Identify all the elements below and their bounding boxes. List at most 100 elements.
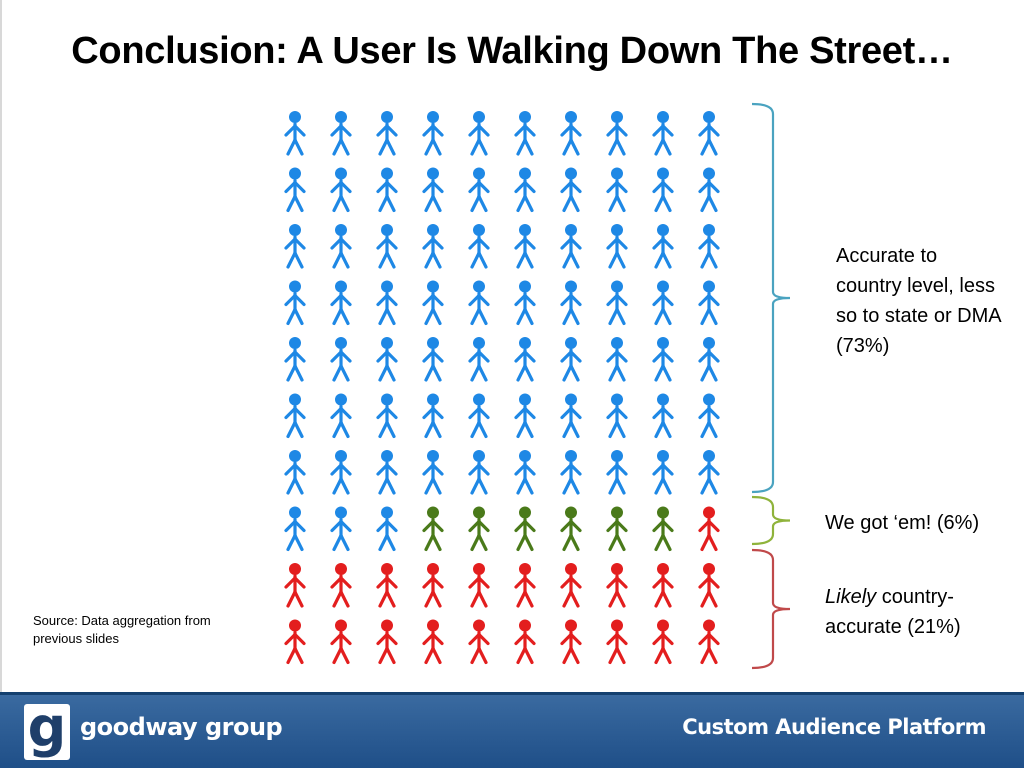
person-icon <box>422 280 444 326</box>
person-icon <box>468 337 490 382</box>
person-icon <box>376 337 398 382</box>
person-icon <box>468 506 490 552</box>
person-icon <box>652 167 674 213</box>
person-icon <box>606 563 628 608</box>
product-name: Custom Audience Platform <box>682 715 986 739</box>
person-icon <box>468 393 490 439</box>
person-icon <box>376 563 398 608</box>
person-icon <box>422 393 444 439</box>
person-icon <box>606 167 628 213</box>
person-icon <box>330 224 352 269</box>
person-icon <box>652 450 674 495</box>
person-icon <box>514 337 536 382</box>
person-icon <box>560 563 582 608</box>
person-icon <box>468 224 490 269</box>
person-icon <box>376 450 398 495</box>
person-icon <box>422 619 444 665</box>
person-icon <box>652 563 674 608</box>
person-icon <box>606 280 628 326</box>
person-icon <box>560 111 582 156</box>
person-icon <box>698 506 720 552</box>
person-icon <box>468 111 490 156</box>
person-icon <box>376 224 398 269</box>
person-icon <box>606 337 628 382</box>
person-icon <box>652 506 674 552</box>
person-icon <box>560 280 582 326</box>
person-icon <box>514 506 536 552</box>
person-icon <box>514 224 536 269</box>
person-icon <box>606 619 628 665</box>
likely-label-emphasis: Likely <box>825 586 877 608</box>
person-icon <box>606 111 628 156</box>
person-icon <box>652 393 674 439</box>
person-icon <box>514 450 536 495</box>
person-icon <box>468 619 490 665</box>
person-icon <box>468 450 490 495</box>
brand-name: goodway group <box>80 713 283 741</box>
person-icon <box>606 506 628 552</box>
got-em-bracket <box>751 495 791 546</box>
slide-title: Conclusion: A User Is Walking Down The S… <box>71 30 953 72</box>
country-level-bracket <box>751 102 791 494</box>
source-note: Source: Data aggregation from previous s… <box>33 613 211 646</box>
person-icon <box>422 337 444 382</box>
person-icon <box>284 393 306 439</box>
person-icon <box>698 224 720 269</box>
got-em-label: We got ‘em! (6%) <box>825 512 980 534</box>
person-icon <box>698 563 720 608</box>
person-icon <box>514 280 536 326</box>
person-icon <box>330 619 352 665</box>
left-rule <box>0 0 2 692</box>
person-icon <box>606 393 628 439</box>
person-icon <box>698 619 720 665</box>
likely-bracket <box>751 548 791 670</box>
person-icon <box>606 450 628 495</box>
person-icon <box>422 167 444 213</box>
person-icon <box>514 111 536 156</box>
person-icon <box>422 450 444 495</box>
person-icon <box>330 167 352 213</box>
person-icon <box>330 337 352 382</box>
person-icon <box>560 506 582 552</box>
person-icon <box>284 563 306 608</box>
person-icon <box>606 224 628 269</box>
person-icon <box>284 450 306 495</box>
person-icon <box>560 337 582 382</box>
people-grid <box>284 102 791 670</box>
person-icon <box>330 450 352 495</box>
person-icon <box>422 224 444 269</box>
person-icon <box>560 167 582 213</box>
person-icon <box>468 280 490 326</box>
likely-label: Likely country-accurate (21%) <box>825 582 1005 642</box>
likely-label-rest: country-accurate (21%) <box>825 586 961 638</box>
person-icon <box>652 224 674 269</box>
person-icon <box>698 450 720 495</box>
person-icon <box>652 280 674 326</box>
person-icon <box>698 393 720 439</box>
goodway-logo: g <box>24 698 70 760</box>
person-icon <box>422 506 444 552</box>
person-icon <box>514 563 536 608</box>
person-icon <box>284 337 306 382</box>
person-icon <box>376 619 398 665</box>
person-icon <box>376 111 398 156</box>
person-icon <box>560 450 582 495</box>
person-icon <box>652 111 674 156</box>
person-icon <box>376 167 398 213</box>
person-icon <box>514 619 536 665</box>
person-icon <box>284 506 306 552</box>
person-icon <box>560 393 582 439</box>
person-icon <box>560 224 582 269</box>
person-icon <box>284 167 306 213</box>
person-icon <box>376 280 398 326</box>
person-icon <box>330 111 352 156</box>
person-icon <box>284 111 306 156</box>
person-icon <box>652 337 674 382</box>
person-icon <box>284 280 306 326</box>
person-icon <box>698 167 720 213</box>
person-icon <box>514 393 536 439</box>
person-icon <box>422 111 444 156</box>
person-icon <box>560 619 582 665</box>
person-icon <box>468 563 490 608</box>
country-level-label: Accurate to country level, less so to st… <box>836 245 1001 357</box>
